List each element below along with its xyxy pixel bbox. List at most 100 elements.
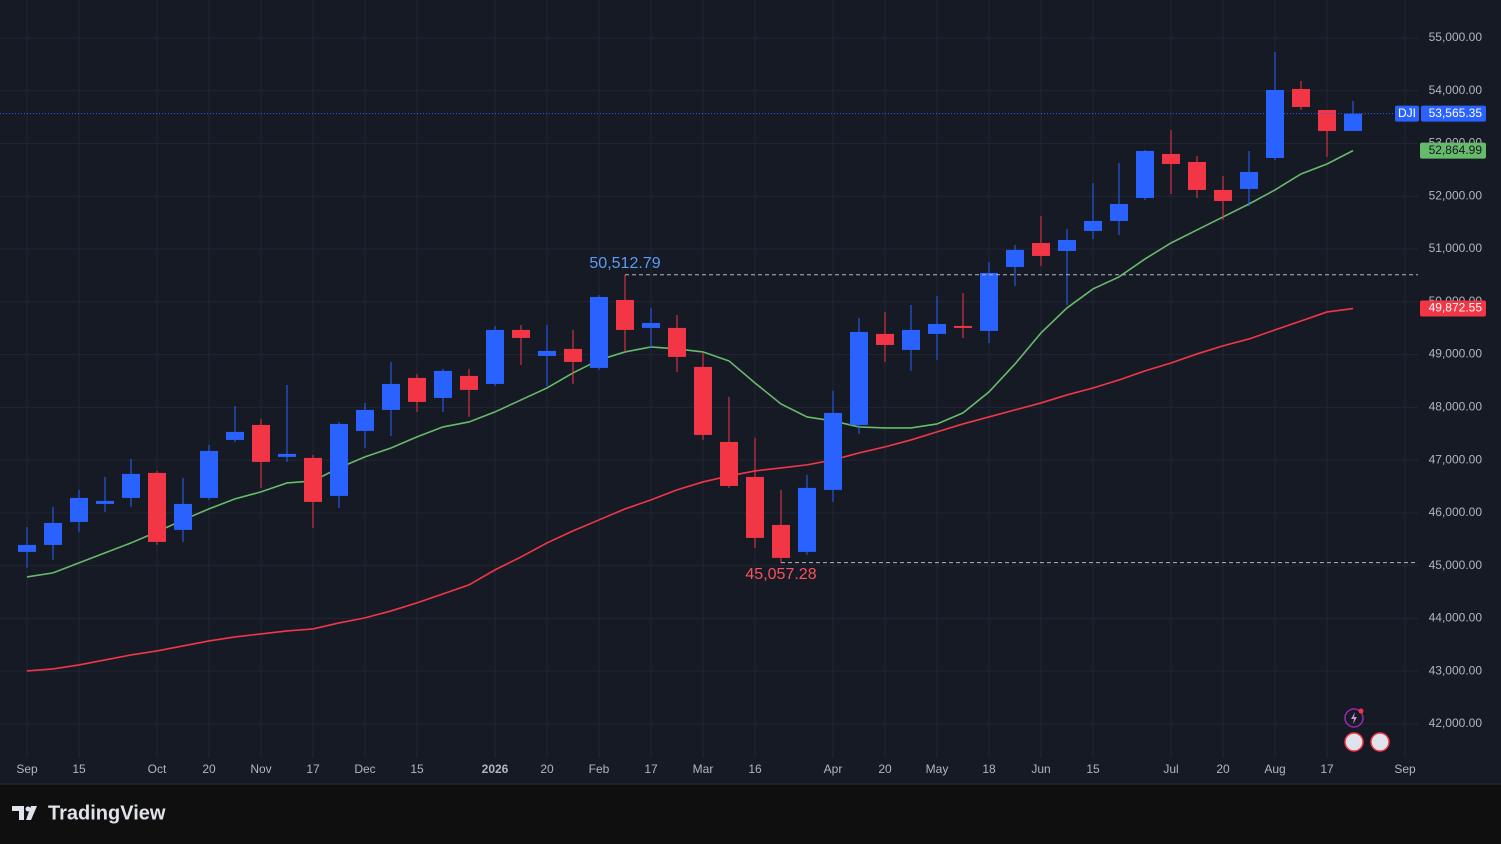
x-tick-label: 20 <box>878 762 892 776</box>
candle-body <box>174 503 192 530</box>
x-tick-label: Aug <box>1264 762 1285 776</box>
symbol-label: DJI <box>1398 106 1416 120</box>
last-price-label: 53,565.35 <box>1429 106 1483 120</box>
candle-body <box>1214 189 1232 201</box>
y-tick-label: 48,000.00 <box>1429 400 1483 414</box>
candle-body <box>1058 239 1076 251</box>
ma-price-badge <box>1420 142 1486 159</box>
candle-body <box>902 329 920 350</box>
x-tick-label: 16 <box>748 762 762 776</box>
brand-name: TradingView <box>48 802 166 824</box>
x-tick-label: 2026 <box>482 762 509 776</box>
candle-body <box>44 522 62 545</box>
candle-body <box>850 331 868 425</box>
x-tick-label: Feb <box>589 762 610 776</box>
chart-background <box>0 0 1501 784</box>
candle-body <box>642 322 660 328</box>
ma-price-badge <box>1420 300 1486 317</box>
y-tick-label: 42,000.00 <box>1429 716 1483 730</box>
candle-body <box>122 473 140 498</box>
candle-body <box>486 329 504 384</box>
candle-body <box>148 472 166 542</box>
event-icon-bolt <box>1351 712 1357 724</box>
candle-body <box>1344 113 1362 131</box>
candle-body <box>1266 89 1284 158</box>
candle-body <box>798 487 816 552</box>
last-price-badge <box>1421 105 1486 122</box>
candle-body <box>1136 150 1154 198</box>
candle-body <box>694 366 712 435</box>
x-tick-label: 17 <box>306 762 320 776</box>
y-tick-label: 45,000.00 <box>1429 558 1483 572</box>
moving-average-line <box>26 307 1354 672</box>
ma-price-label: 49,872.55 <box>1429 301 1483 315</box>
x-tick-label: 15 <box>410 762 424 776</box>
event-icons <box>1344 708 1390 752</box>
x-tick-label: 17 <box>1320 762 1334 776</box>
y-tick-label: 52,000.00 <box>1429 188 1483 202</box>
candle-body <box>876 333 894 345</box>
grid <box>0 0 1418 758</box>
event-icon[interactable] <box>1344 708 1364 728</box>
footer <box>0 784 1501 844</box>
candle-body <box>460 375 478 390</box>
candle-body <box>590 296 608 368</box>
y-tick-label: 55,000.00 <box>1429 30 1483 44</box>
y-tick-label: 47,000.00 <box>1429 452 1483 466</box>
candle-body <box>720 441 738 486</box>
logo-icon <box>12 806 37 820</box>
candle-body <box>1006 249 1024 267</box>
x-tick-label: May <box>926 762 949 776</box>
candle-body <box>538 350 556 356</box>
event-flag[interactable] <box>1344 732 1364 752</box>
x-tick-label: 15 <box>1086 762 1100 776</box>
extreme-label: 45,057.28 <box>745 566 816 583</box>
candle-body <box>70 497 88 522</box>
candle-body <box>356 409 374 431</box>
labels: 42,000.00 43,000.00 44,000.00 45,000.00 46,0… <box>16 30 1486 776</box>
x-tick-label: Oct <box>148 762 167 776</box>
y-tick-label: 49,000.00 <box>1429 347 1483 361</box>
candle-body <box>226 431 244 440</box>
candle-body <box>954 325 972 328</box>
extreme-label: 50,512.79 <box>589 255 660 272</box>
x-tick-label: Dec <box>354 762 375 776</box>
candle-body <box>564 348 582 362</box>
candle-body <box>1162 153 1180 164</box>
x-tick-label: 17 <box>644 762 658 776</box>
x-tick-label: 20 <box>202 762 216 776</box>
candle-body <box>512 329 530 338</box>
candle-body <box>304 457 322 502</box>
symbol-badge <box>1395 105 1419 122</box>
candle-body <box>252 424 270 462</box>
x-tick-label: Nov <box>250 762 271 776</box>
event-badge <box>1358 708 1364 714</box>
candle-body <box>18 544 36 552</box>
candle-body <box>1318 109 1336 131</box>
candle-body <box>772 524 790 558</box>
candle-body <box>330 423 348 496</box>
candle-body <box>278 453 296 457</box>
candle-body <box>200 450 218 498</box>
moving-average-line <box>26 149 1354 578</box>
candle-body <box>746 476 764 538</box>
candle-body <box>928 323 946 334</box>
x-tick-label: 18 <box>982 762 996 776</box>
candle-body <box>1110 203 1128 221</box>
candle-body <box>434 370 452 398</box>
candle-body <box>668 327 686 357</box>
candle-body <box>382 383 400 410</box>
candle-body <box>1240 171 1258 189</box>
logo-dot <box>25 806 31 812</box>
x-tick-label: 20 <box>540 762 554 776</box>
event-flag[interactable] <box>1370 732 1390 752</box>
y-tick-label: 51,000.00 <box>1429 241 1483 255</box>
x-tick-label: Sep <box>1394 762 1416 776</box>
candle-body <box>824 412 842 490</box>
candle-body <box>616 299 634 330</box>
x-tick-label: Mar <box>693 762 714 776</box>
ma-price-label: 52,864.99 <box>1429 143 1483 157</box>
x-tick-label: Jun <box>1031 762 1050 776</box>
